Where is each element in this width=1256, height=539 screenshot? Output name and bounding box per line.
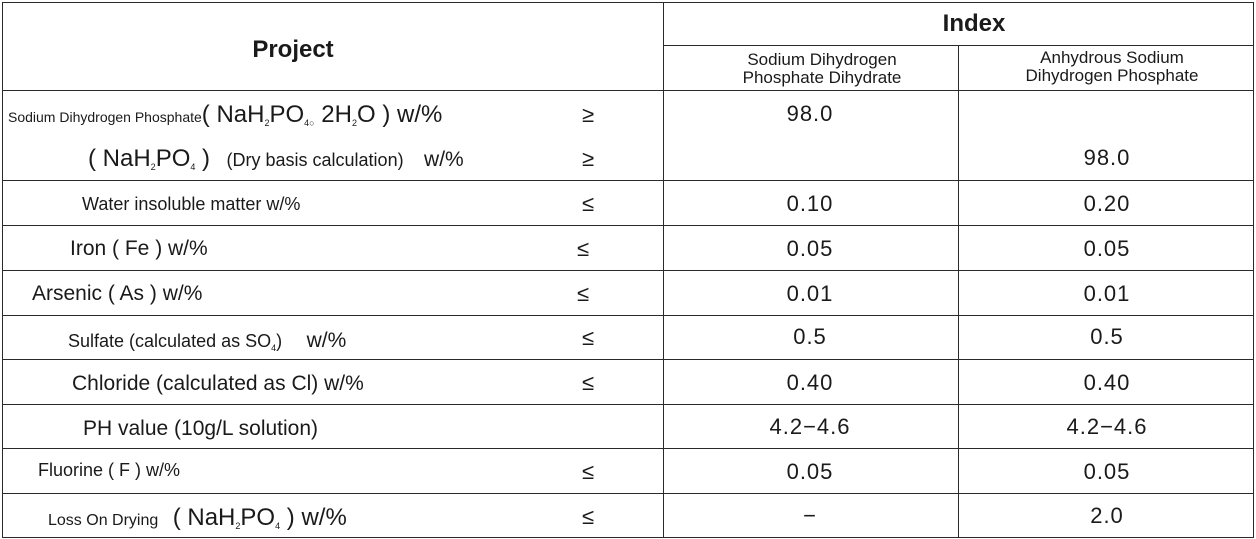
fluorine-label: Fluorine ( F ) w/% [38, 460, 181, 480]
anhydrous-value: 2.0 [1090, 503, 1124, 528]
chloride-label: Chloride (calculated as Cl) w/% [72, 372, 364, 395]
column-header-dihydrate: Sodium Dihydrogen Phosphate Dihydrate [742, 50, 902, 87]
dihydrate-value: 98.0 [786, 101, 834, 126]
operator-symbol: ≤ [581, 504, 595, 529]
water-insoluble-label: Water insoluble matter w/% [82, 194, 301, 214]
table-border-left [2, 2, 3, 538]
anhydrous-value: 98.0 [1083, 145, 1131, 170]
iron-label: Iron ( Fe ) w/% [70, 237, 208, 260]
operator-symbol: ≤ [581, 325, 595, 350]
column-divider-project [663, 2, 664, 538]
row-divider [2, 448, 1254, 449]
row-divider [2, 315, 1254, 316]
row-divider [2, 404, 1254, 405]
dihydrate-value: 0.10 [786, 191, 834, 216]
anhydrous-value: 4.2−4.6 [1066, 414, 1148, 439]
operator-symbol: ≥ [581, 146, 595, 171]
dihydrate-value: − [803, 503, 817, 528]
operator-symbol: ≥ [581, 102, 595, 127]
operator-symbol: ≤ [581, 459, 595, 484]
dihydrate-value: 0.5 [793, 324, 827, 349]
dihydrate-value: 0.05 [786, 236, 834, 261]
operator-symbol: ≤ [581, 191, 595, 216]
header-bottom-border [2, 90, 1254, 91]
anhydrous-value: 0.05 [1083, 459, 1131, 484]
operator-symbol: ≤ [576, 281, 590, 306]
table-border-top [2, 2, 1254, 3]
sulfate-label: Sulfate (calculated as SO4) w/% [68, 329, 347, 353]
ph-value-label: PH value (10g/L solution) [83, 417, 319, 440]
dry-basis-label: ( NaH2PO4 ) (Dry basis calculation) w/% [88, 145, 464, 172]
column-header-anhydrous: Anhydrous Sodium Dihydrogen Phosphate [1025, 48, 1199, 85]
operator-symbol: ≤ [581, 370, 595, 395]
index-header: Index [942, 10, 1006, 37]
row-divider [2, 493, 1254, 494]
dihydrate-value: 0.40 [786, 370, 834, 395]
anhydrous-value: 0.01 [1083, 281, 1131, 306]
dihydrate-value: 0.05 [786, 459, 834, 484]
loss-on-drying-label: Loss On Drying ( NaH2PO4 ) w/% [48, 504, 347, 531]
row-divider [2, 180, 1254, 181]
dihydrate-value: 0.01 [786, 281, 834, 306]
dihydrate-value: 4.2−4.6 [769, 414, 851, 439]
anhydrous-value: 0.20 [1083, 191, 1131, 216]
anhydrous-value: 0.40 [1083, 370, 1131, 395]
arsenic-label: Arsenic ( As ) w/% [32, 282, 203, 305]
anhydrous-value: 0.05 [1083, 236, 1131, 261]
row-divider [2, 359, 1254, 360]
table-border-bottom [2, 537, 1254, 538]
operator-symbol: ≤ [576, 236, 590, 261]
row-divider [2, 270, 1254, 271]
table-border-right [1253, 2, 1254, 538]
row-divider [2, 225, 1254, 226]
sodium-dihydrogen-phosphate-label: Sodium Dihydrogen Phosphate( NaH2PO4○ 2H… [8, 101, 443, 128]
anhydrous-value: 0.5 [1090, 324, 1124, 349]
column-divider-index [958, 45, 959, 538]
project-header: Project [252, 36, 334, 63]
